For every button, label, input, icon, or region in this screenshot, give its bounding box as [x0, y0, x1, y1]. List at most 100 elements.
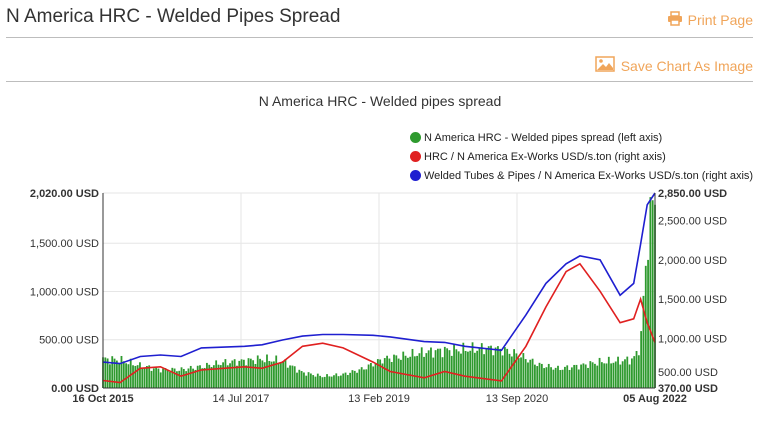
legend-item-hrc[interactable]: HRC / N America Ex-Works USD/s.ton (righ…: [410, 147, 773, 166]
chart-title: N America HRC - Welded pipes spread: [258, 93, 502, 109]
legend-item-spread[interactable]: N America HRC - Welded pipes spread (lef…: [410, 128, 773, 147]
spread-bar: [106, 358, 109, 388]
spread-bar: [185, 371, 188, 388]
spread-bar: [162, 368, 164, 388]
spread-bar: [626, 356, 629, 388]
y-right-tick-label: 370.00 USD: [658, 383, 718, 395]
spread-bar: [464, 350, 467, 388]
spread-bar: [143, 367, 146, 388]
spread-bar: [508, 353, 511, 388]
spread-bar: [515, 353, 518, 388]
spread-bar: [275, 355, 278, 388]
spread-bar: [157, 368, 160, 388]
spread-bar: [339, 375, 342, 388]
spread-bar: [254, 363, 257, 388]
spread-bar: [176, 371, 178, 388]
spread-bar: [545, 367, 548, 388]
spread-bar: [346, 375, 349, 388]
spread-bar: [240, 359, 243, 388]
spread-bar: [303, 372, 305, 388]
spread-bar: [570, 367, 573, 388]
spread-bar: [538, 362, 541, 388]
spread-bar: [471, 342, 474, 388]
spread-bar: [642, 295, 645, 388]
x-tick-label: 16 Oct 2015: [72, 393, 133, 405]
legend-item-welded[interactable]: Welded Tubes & Pipes / N America Ex-Work…: [410, 166, 773, 185]
spread-bar: [189, 365, 192, 388]
spread-bar: [644, 265, 647, 388]
spread-bar: [446, 348, 449, 388]
spread-bar: [427, 350, 430, 388]
y-right-tick-label: 2,000.00 USD: [658, 255, 727, 267]
spread-bar: [231, 360, 234, 388]
spread-bar: [307, 372, 310, 388]
legend-label-welded: Welded Tubes & Pipes / N America Ex-Work…: [424, 169, 754, 182]
spread-bar: [543, 368, 546, 388]
spread-bar: [312, 375, 315, 388]
legend-label-hrc: HRC / N America Ex-Works USD/s.ton (righ…: [424, 150, 666, 163]
spread-bar: [321, 377, 324, 388]
spread-bar: [605, 363, 608, 388]
spread-bar: [529, 359, 532, 388]
save-chart-label: Save Chart As Image: [620, 57, 753, 74]
spread-bar: [617, 356, 619, 388]
spread-bar: [224, 359, 227, 388]
spread-bar: [268, 360, 271, 388]
spread-bar: [441, 357, 444, 388]
spread-bar: [150, 370, 153, 388]
spread-bar: [210, 367, 213, 388]
y-left-tick-label: 500.00 USD: [39, 335, 99, 347]
spread-bar: [330, 376, 333, 388]
spread-bar: [497, 346, 499, 388]
spread-bar: [455, 349, 458, 388]
legend-marker-welded: [410, 170, 421, 181]
spread-bar: [501, 355, 504, 388]
spread-bar: [145, 365, 148, 388]
spread-bar: [129, 358, 132, 388]
spread-bar: [478, 347, 481, 388]
spread-bar: [360, 367, 363, 388]
spread-bar: [587, 367, 589, 388]
legend-marker-hrc: [410, 151, 421, 162]
spread-bar: [390, 361, 393, 388]
spread-bar: [273, 361, 275, 388]
spread-bar: [139, 362, 141, 388]
spread-bar: [206, 362, 208, 388]
spread-bar: [448, 350, 451, 388]
print-page-link[interactable]: Print Page: [667, 11, 753, 29]
spread-bar: [413, 356, 416, 388]
spread-bar: [598, 357, 601, 388]
spread-bar: [631, 358, 633, 388]
spread-bar: [462, 342, 465, 388]
spread-bar: [450, 355, 453, 388]
spread-bar: [111, 356, 114, 388]
spread-bar: [298, 369, 301, 388]
x-tick-label: 05 Aug 2022: [623, 393, 687, 405]
spread-bar: [600, 362, 603, 388]
spread-bar: [102, 357, 104, 388]
x-tick-label: 13 Sep 2020: [486, 393, 548, 405]
spread-bar: [443, 346, 446, 388]
spread-bar: [284, 359, 287, 388]
spread-bar: [238, 360, 241, 388]
spread-bar: [319, 375, 322, 388]
spread-bar: [300, 371, 303, 388]
spread-bar: [365, 369, 368, 388]
image-icon: [594, 56, 615, 75]
spread-bar: [614, 361, 617, 388]
spread-bar: [305, 375, 308, 388]
spread-bar: [291, 365, 294, 388]
save-chart-link[interactable]: Save Chart As Image: [594, 56, 753, 75]
spread-bar: [293, 366, 296, 388]
spread-bar: [358, 369, 361, 388]
spread-bar: [296, 372, 298, 388]
spread-bar: [118, 363, 121, 388]
spread-bar: [104, 357, 107, 388]
spread-bar: [201, 368, 204, 388]
spread-bar: [619, 364, 622, 388]
spread-bar: [383, 358, 386, 388]
spread-bar: [249, 358, 252, 388]
y-left-tick-label: 1,000.00 USD: [30, 286, 99, 298]
spread-bar: [637, 355, 640, 388]
spread-bar: [568, 369, 571, 388]
